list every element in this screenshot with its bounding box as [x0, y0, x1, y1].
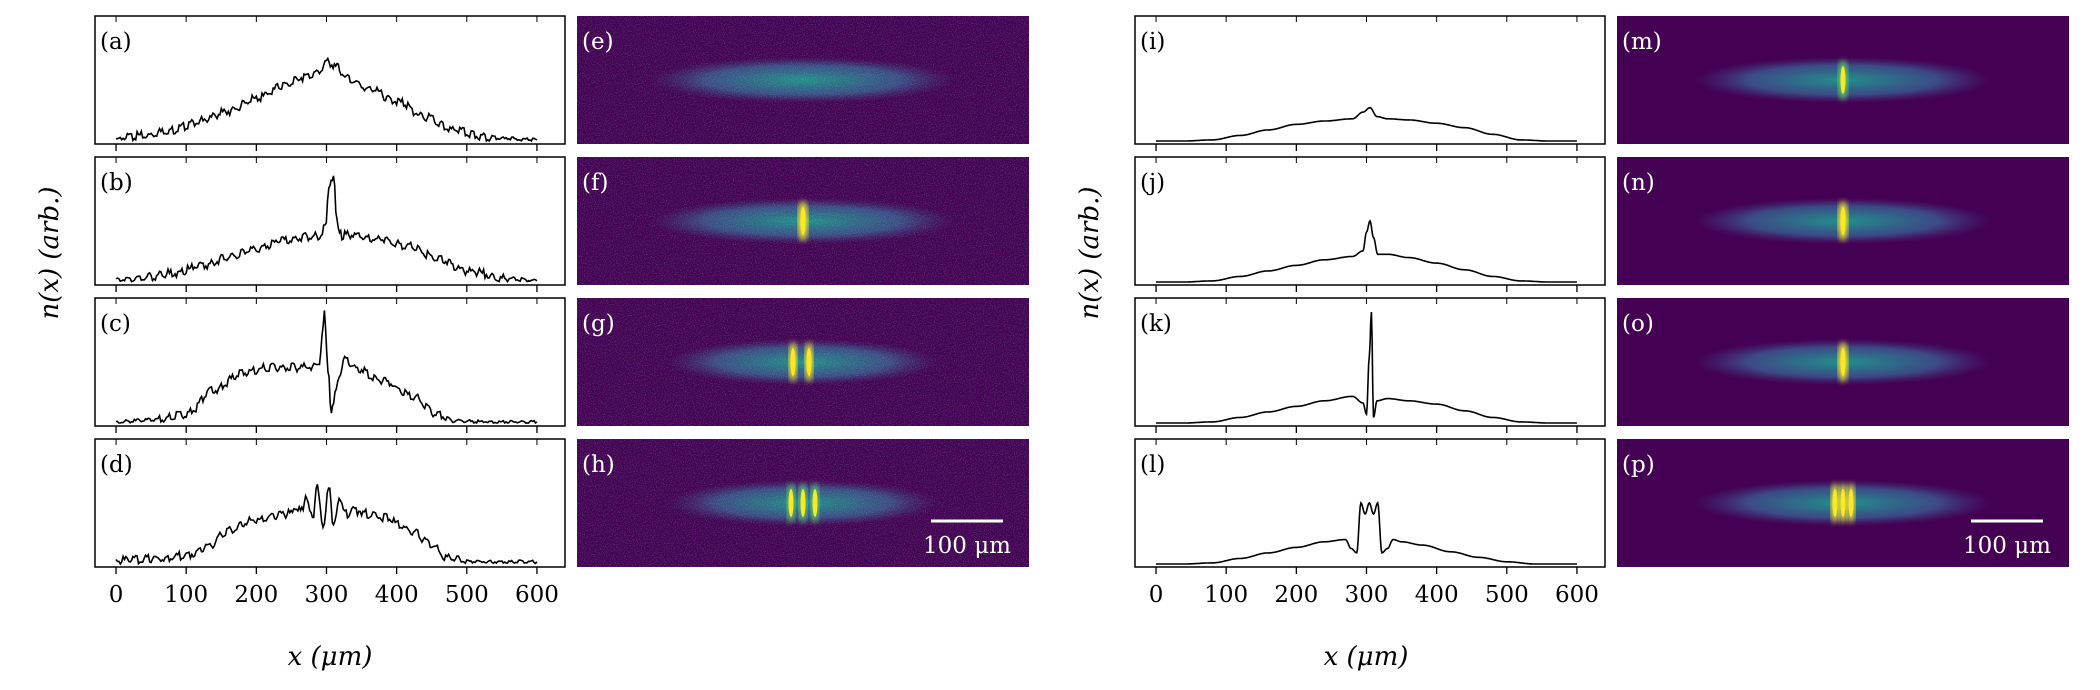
- x-tick-label: 500: [1485, 582, 1529, 608]
- image-panel: (o): [1617, 298, 2069, 426]
- panel-label: (p): [1622, 452, 1655, 478]
- image-panel: (h): [577, 439, 1029, 567]
- density-line: [115, 175, 538, 284]
- panel-label: (o): [1622, 311, 1654, 337]
- panel-label: (n): [1622, 170, 1655, 196]
- x-tick-label: 600: [1555, 582, 1599, 608]
- soliton-core: [800, 207, 806, 235]
- soliton-core: [1840, 489, 1846, 517]
- image-panel: (e): [577, 16, 1029, 144]
- soliton-core: [1848, 489, 1854, 517]
- line-panel: (d): [94, 438, 566, 574]
- panel-frame: [94, 438, 566, 568]
- line-panel: (k): [1134, 297, 1606, 433]
- density-line: [1156, 106, 1577, 142]
- panel-label: (i): [1140, 29, 1165, 55]
- x-tick-label: 200: [234, 582, 278, 608]
- theory-images: (m) (n) (o) (p) 100 μm: [1617, 16, 2069, 567]
- experiment-line-plots: (a) (b) (c) (d) 0 100 200 300 400 500 600: [94, 15, 566, 608]
- soliton-core: [800, 489, 806, 517]
- scale-bar-label: 100 μm: [1963, 533, 2051, 559]
- panel-label: (a): [100, 29, 132, 55]
- soliton-core: [1840, 348, 1846, 376]
- panel-label: (d): [100, 452, 133, 478]
- x-tick-label: 100: [164, 582, 208, 608]
- density-line: [1156, 501, 1577, 565]
- panel-label: (g): [582, 311, 615, 337]
- x-tick-label: 600: [515, 582, 559, 608]
- scale-bar-label: 100 μm: [923, 533, 1011, 559]
- panel-frame: [94, 15, 566, 145]
- soliton-core: [1840, 207, 1846, 235]
- density-line: [1156, 219, 1577, 283]
- line-panel: (a): [94, 15, 566, 151]
- density-line: [115, 484, 538, 566]
- density-line: [115, 310, 538, 425]
- image-panel: (f): [577, 157, 1029, 285]
- soliton-core: [790, 348, 796, 376]
- panel-label: (b): [100, 170, 133, 196]
- x-tick-label: 100: [1204, 582, 1248, 608]
- image-noise: [577, 298, 1029, 426]
- density-line: [1156, 311, 1577, 424]
- x-tick-label: 0: [109, 582, 124, 608]
- soliton-core: [1832, 489, 1838, 517]
- x-tick-label: 300: [1345, 582, 1389, 608]
- left-x-axis-label: x (μm): [288, 642, 373, 672]
- x-tick-label: 200: [1274, 582, 1318, 608]
- x-tick-label: 400: [375, 582, 419, 608]
- theory-line-plots: (i) (j) (k) (l) 0 100 200 300 400 500 600: [1134, 15, 1606, 608]
- left-y-axis-label: n(x) (arb.): [35, 186, 65, 319]
- panel-label: (k): [1140, 311, 1172, 337]
- panel-label: (j): [1140, 170, 1165, 196]
- image-panel: (m): [1617, 16, 2069, 144]
- x-tick-label: 0: [1149, 582, 1164, 608]
- image-panel: (p): [1617, 439, 2069, 567]
- panel-frame: [1134, 15, 1606, 145]
- panel-frame: [94, 156, 566, 286]
- right-y-axis-label: n(x) (arb.): [1075, 186, 1105, 319]
- panel-label: (l): [1140, 452, 1165, 478]
- soliton-core: [788, 489, 794, 517]
- panel-label: (e): [582, 29, 614, 55]
- image-noise: [577, 16, 1029, 144]
- x-tick-label: 500: [445, 582, 489, 608]
- panel-label: (m): [1622, 29, 1662, 55]
- image-panel: (g): [577, 298, 1029, 426]
- line-panel: (c): [94, 297, 566, 433]
- soliton-core: [812, 489, 818, 517]
- panel-label: (c): [100, 311, 131, 337]
- panel-frame: [1134, 297, 1606, 427]
- line-panel: (j): [1134, 156, 1606, 292]
- right-x-axis-label: x (μm): [1324, 642, 1409, 672]
- x-tick-label: 400: [1415, 582, 1459, 608]
- density-line: [115, 56, 538, 143]
- soliton-core: [1840, 66, 1846, 94]
- line-panel: (i): [1134, 15, 1606, 151]
- panel-label: (f): [582, 170, 608, 196]
- image-panel: (n): [1617, 157, 2069, 285]
- experiment-images: (e) (f) (g) (h) 100 μm: [577, 16, 1029, 567]
- soliton-core: [806, 348, 812, 376]
- line-panel: (l): [1134, 438, 1606, 574]
- line-panel: (b): [94, 156, 566, 292]
- panel-label: (h): [582, 452, 615, 478]
- x-tick-label: 300: [305, 582, 349, 608]
